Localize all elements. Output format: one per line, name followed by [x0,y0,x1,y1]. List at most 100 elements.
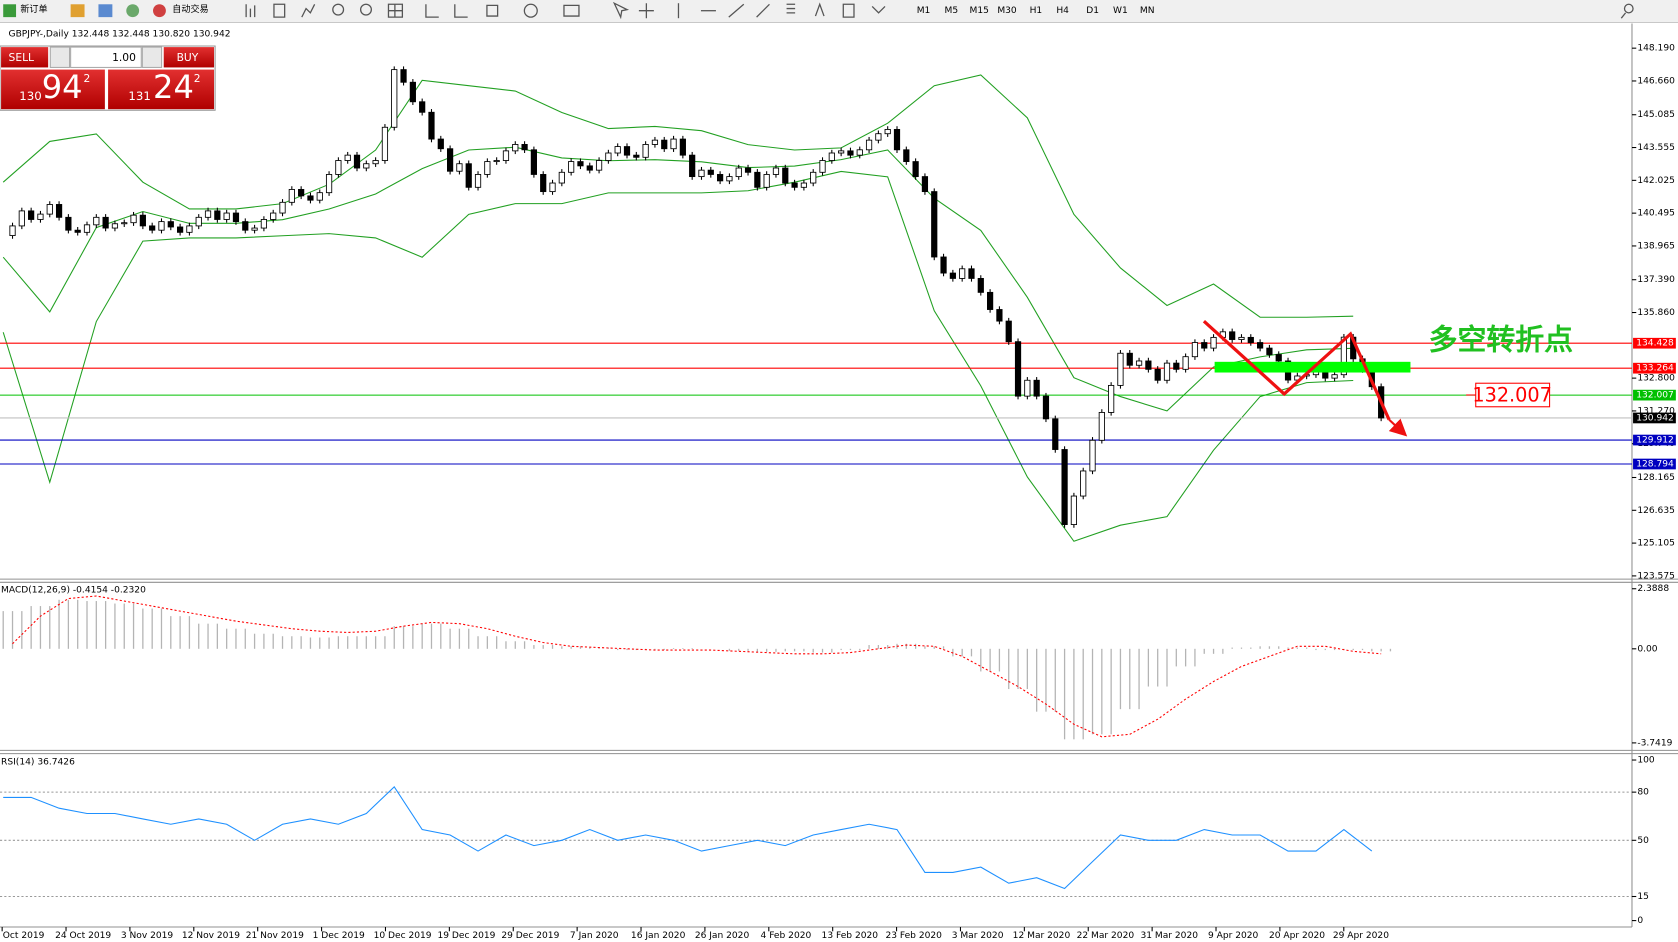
bollinger-upper [2,74,1354,318]
candle-body [521,144,528,151]
candle-body [121,222,128,225]
candle-body [782,167,789,184]
lot-up[interactable] [141,46,163,68]
toolbar [0,0,1678,23]
tool-icons [245,1,1634,20]
candle-body [661,139,668,150]
sell-price-big: 94 [42,68,83,106]
lot-input[interactable] [70,46,142,68]
candle-body [679,138,686,156]
toolbar-icon[interactable] [126,4,140,18]
timeframe-button[interactable]: H4 [1056,6,1069,16]
timeframe-button[interactable]: H1 [1030,6,1043,16]
buy-price-big: 24 [153,68,194,106]
candle-body [335,160,342,175]
y-tick-label: 137.390 [1637,275,1675,285]
timeframe-button[interactable]: D1 [1086,6,1099,16]
candle-body [400,69,407,83]
candle-body [214,210,221,220]
candle-body [633,154,640,158]
candle-body [847,150,854,156]
candle-body [1033,379,1040,397]
candle-body [1061,449,1068,525]
candle-body [1145,360,1152,370]
candle-body [1201,342,1208,349]
x-tick-label: 29 Dec 2019 [501,931,559,941]
y-tick-label: 143.555 [1637,143,1675,153]
auto-trading-icon[interactable] [153,4,166,18]
candle-body [111,223,119,229]
y-tick-label: 138.965 [1637,241,1675,251]
buy-button[interactable] [163,47,215,68]
x-tick-label: 26 Jan 2020 [695,931,750,941]
candle-body [65,216,72,231]
candle-body [1126,352,1133,366]
new-order-icon[interactable] [3,4,17,18]
candle-body [242,221,249,231]
buy-price-box[interactable] [108,69,215,110]
candle-body [530,149,538,175]
candle-body [149,225,156,231]
candle-body [493,160,500,163]
candle-body [614,146,621,154]
timeframe-button[interactable]: M5 [945,6,959,16]
y-tick-label: 100 [1637,756,1655,766]
timeframe-button[interactable]: M15 [969,6,988,16]
candle-body [931,191,938,258]
candle-body [437,138,444,150]
sell-price-box[interactable] [1,69,105,110]
candle-body [1257,342,1264,349]
sell-label[interactable]: SELL [9,51,34,64]
x-tick-label: 24 Oct 2019 [55,931,111,941]
timeframe-button[interactable]: M1 [917,6,931,16]
price-box [1475,382,1551,408]
candle-body [195,216,202,227]
timeframe-button[interactable]: M30 [997,6,1017,16]
macd-header: MACD(12,26,9) -0.4154 -0.2320 [1,585,146,595]
candle-body [540,174,547,193]
buy-price-prefix: 131 [128,89,150,103]
candle-body [1108,384,1115,413]
one-click-trading-panel: SELL 1.00 BUY 130 94 2 131 24 2 [0,45,216,111]
candle-body [1238,336,1245,340]
timeframe-button[interactable]: W1 [1113,6,1128,16]
rsi-line [3,786,1373,890]
candle-body [307,195,314,201]
price-level-label: 129.912 [1636,436,1674,446]
price-level-label: 130.942 [1636,413,1674,423]
candle-body [884,128,891,135]
candle-body [651,139,659,145]
toolbar-icon[interactable] [70,4,85,18]
x-tick-label: 3 Mar 2020 [952,931,1004,941]
candle-body [204,210,212,218]
y-tick-label: 123.575 [1637,571,1675,581]
candle-body [260,219,268,229]
candle-body [456,163,463,172]
buy-label[interactable]: BUY [177,51,199,64]
y-tick-label: 2.3888 [1637,584,1669,594]
sell-button[interactable] [1,47,49,68]
candle-body [1014,341,1022,397]
candle-body [996,309,1003,322]
candle-body [9,225,16,236]
timeframe-button[interactable]: MN [1140,6,1155,16]
x-tick-label: 29 Apr 2020 [1333,931,1389,941]
candle-body [921,176,929,193]
candle-body [577,161,584,167]
candle-body [232,212,240,223]
lot-value[interactable]: 1.00 [112,51,136,64]
toolbar-icon[interactable] [98,4,113,18]
auto-trading-button[interactable]: 自动交易 [172,3,208,15]
chart-layer: 148.190 146.660 145.085 143.555 142.025 140.4… [0,44,1676,941]
candle-body [363,163,370,169]
new-order-button[interactable]: 新订单 [20,3,47,15]
candle-body [372,160,379,165]
candle-body [158,221,165,231]
candle-body [28,210,35,220]
candle-body [949,272,956,279]
lot-down[interactable] [49,46,71,68]
candle-body [940,256,947,274]
candle-body [912,161,919,178]
